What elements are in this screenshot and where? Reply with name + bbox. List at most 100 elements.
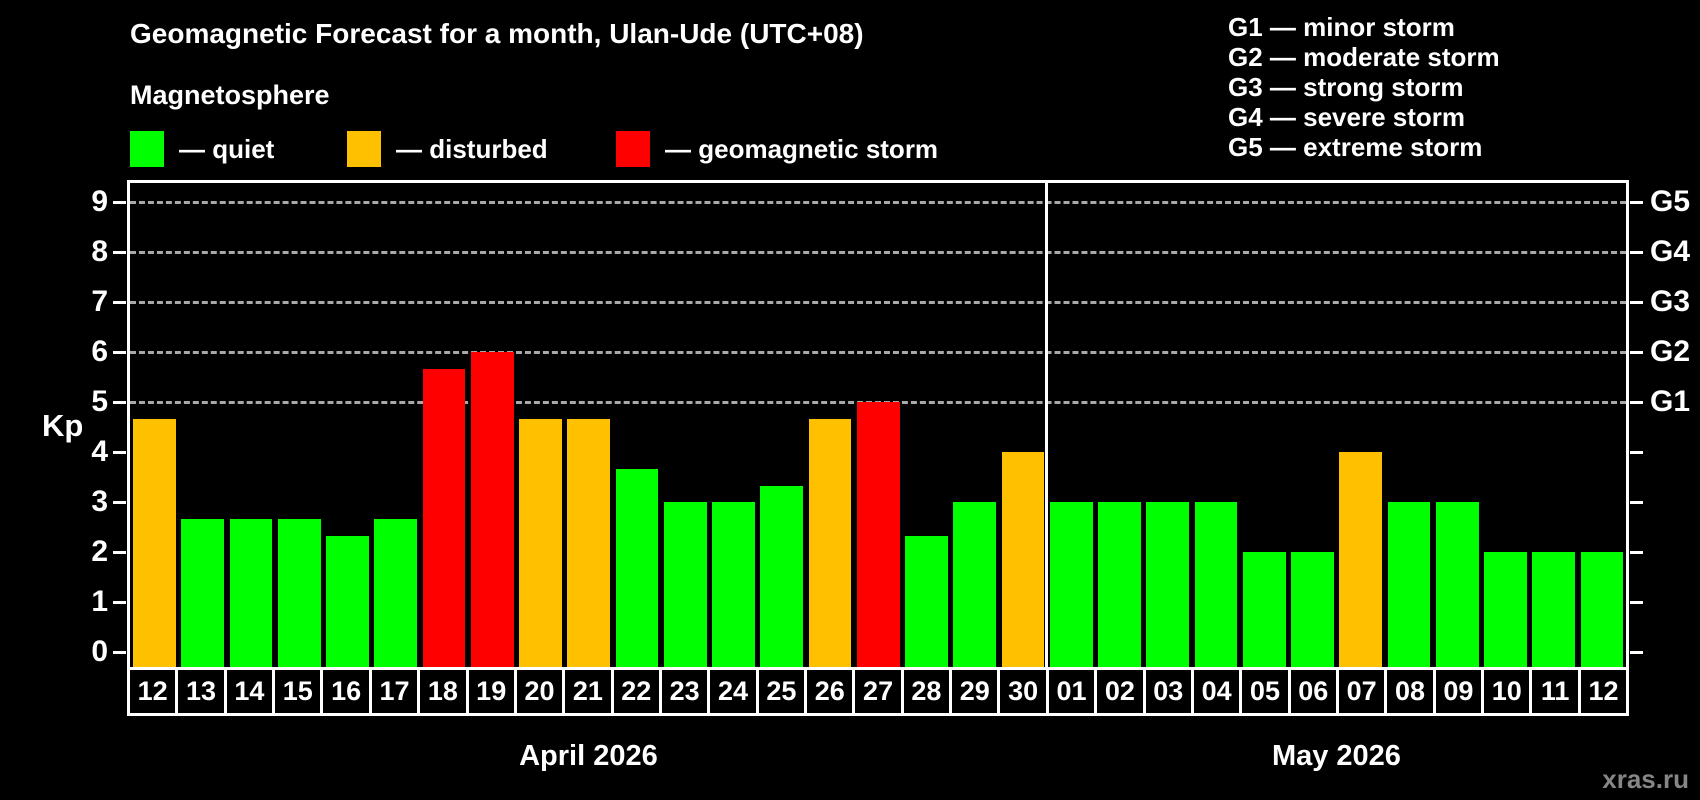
kp-bar xyxy=(374,518,418,667)
date-cell: 07 xyxy=(1339,670,1388,713)
legend-label-disturbed: — disturbed xyxy=(396,133,548,164)
g-level-label: G4 xyxy=(1650,235,1691,268)
kp-tick-left xyxy=(113,201,126,204)
g-scale-legend-line-g2: G2 — moderate storm xyxy=(1228,42,1500,72)
kp-tick-label: 5 xyxy=(91,385,108,418)
date-cell: 06 xyxy=(1291,670,1339,713)
g-level-label: G1 xyxy=(1650,385,1691,418)
date-cell: 04 xyxy=(1194,670,1243,713)
g-level-label: G2 xyxy=(1650,335,1691,368)
date-cell: 05 xyxy=(1242,670,1291,713)
kp-bar xyxy=(808,418,852,667)
date-cell: 28 xyxy=(904,670,953,713)
kp-bar xyxy=(1194,502,1238,667)
kp-bar xyxy=(1049,502,1093,667)
date-cell: 10 xyxy=(1484,670,1533,713)
kp-bar xyxy=(1098,502,1141,667)
y-axis-title: Kp xyxy=(42,408,84,443)
kp-tick-label: 7 xyxy=(91,285,108,318)
kp-bar xyxy=(760,485,804,667)
date-cell: 22 xyxy=(614,670,662,713)
date-cell: 29 xyxy=(952,670,1001,713)
g-scale-legend-line-g3: G3 — strong storm xyxy=(1228,72,1464,102)
kp-bar xyxy=(856,402,900,667)
date-cell: 24 xyxy=(710,670,759,713)
kp-bar xyxy=(181,518,224,667)
date-cell: 14 xyxy=(227,670,276,713)
month-label: May 2026 xyxy=(1271,740,1401,772)
kp-bar xyxy=(1532,552,1576,667)
kp-tick-right xyxy=(1630,251,1643,254)
date-cell: 19 xyxy=(469,670,517,713)
kp-bar xyxy=(663,502,707,667)
kp-tick-label: 2 xyxy=(91,535,108,568)
month-separator-line xyxy=(1045,183,1049,667)
kp-bar xyxy=(953,502,997,667)
kp-bar xyxy=(1001,452,1045,667)
kp-bar xyxy=(1435,502,1479,667)
g-scale-legend-line-g5: G5 — extreme storm xyxy=(1228,132,1483,162)
kp-tick-left xyxy=(113,601,126,604)
date-cell: 17 xyxy=(372,670,421,713)
g-level-label: G5 xyxy=(1650,185,1691,218)
kp-bar xyxy=(567,418,611,667)
watermark: xras.ru xyxy=(1602,764,1689,794)
kp-bar xyxy=(1387,502,1431,667)
kp-bar xyxy=(1291,552,1334,667)
kp-gridline xyxy=(130,351,1626,354)
date-cell: 11 xyxy=(1532,670,1581,713)
date-cell: 23 xyxy=(662,670,711,713)
date-cell: 12 xyxy=(130,670,179,713)
kp-tick-left xyxy=(113,351,126,354)
g-scale-legend-line-g4: G4 — severe storm xyxy=(1228,102,1466,132)
date-cell: 02 xyxy=(1097,670,1146,713)
month-label: April 2026 xyxy=(519,740,658,772)
legend-label-quiet: — quiet xyxy=(179,133,275,164)
kp-tick-label: 6 xyxy=(91,335,108,368)
kp-bar xyxy=(1339,452,1383,667)
kp-bar xyxy=(905,535,948,667)
date-cell: 18 xyxy=(420,670,469,713)
kp-tick-label: 1 xyxy=(91,585,108,618)
kp-bar xyxy=(1484,552,1527,667)
kp-tick-right xyxy=(1630,451,1643,454)
kp-tick-right xyxy=(1630,501,1643,504)
kp-tick-right xyxy=(1630,551,1643,554)
kp-bar xyxy=(1242,552,1286,667)
kp-tick-right xyxy=(1630,301,1643,304)
kp-tick-left xyxy=(113,551,126,554)
kp-tick-left xyxy=(113,451,126,454)
kp-tick-label: 8 xyxy=(91,235,108,268)
date-cell: 21 xyxy=(565,670,614,713)
kp-tick-right xyxy=(1630,201,1643,204)
kp-gridline xyxy=(130,201,1626,204)
g-scale-legend: G1 — minor storm G2 — moderate storm G3 … xyxy=(1228,12,1500,162)
legend-label-storm: — geomagnetic storm xyxy=(665,133,939,164)
date-cell: 09 xyxy=(1436,670,1485,713)
date-cell: 13 xyxy=(178,670,227,713)
quiet-color-swatch xyxy=(130,131,164,167)
kp-tick-left xyxy=(113,301,126,304)
kp-bar xyxy=(133,418,176,667)
kp-tick-right xyxy=(1630,401,1643,404)
g-scale-legend-line-g1: G1 — minor storm xyxy=(1228,12,1455,42)
chart-subtitle: Magnetosphere xyxy=(130,80,330,110)
legend-item-storm: — geomagnetic storm xyxy=(616,130,938,168)
kp-tick-left xyxy=(113,251,126,254)
page-title: Geomagnetic Forecast for a month, Ulan-U… xyxy=(130,18,864,49)
date-cell: 20 xyxy=(517,670,566,713)
kp-bar xyxy=(1580,552,1624,667)
kp-tick-label: 9 xyxy=(91,185,108,218)
date-cell: 26 xyxy=(807,670,856,713)
date-cell: 16 xyxy=(323,670,372,713)
kp-tick-right xyxy=(1630,651,1643,654)
date-cell: 08 xyxy=(1387,670,1436,713)
kp-bar xyxy=(712,502,755,667)
date-cell: 25 xyxy=(759,670,808,713)
disturbed-color-swatch xyxy=(347,131,381,167)
date-axis-row: 12 13 14 15 16 17 18 19 20 21 22 23 24 25 26 27 28 29 30 01… xyxy=(127,667,1629,716)
kp-bar xyxy=(422,368,466,667)
kp-tick-left xyxy=(113,651,126,654)
